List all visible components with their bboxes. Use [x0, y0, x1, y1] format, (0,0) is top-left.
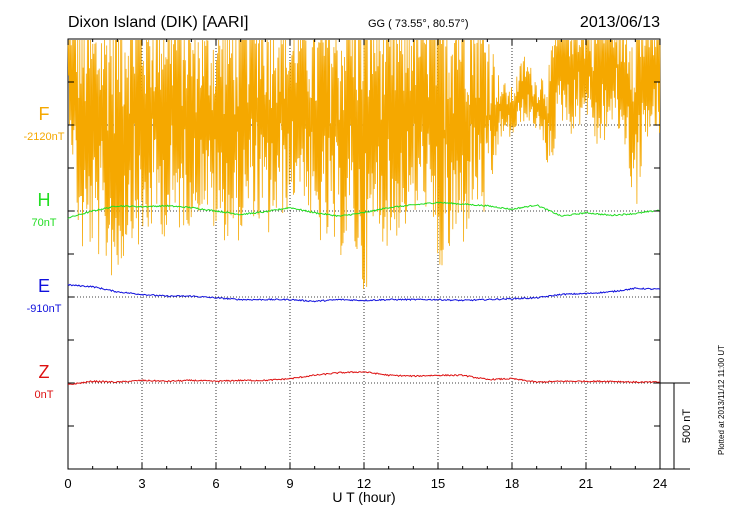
axis-ticks: 0 3 6 9 12 15 18 21 24	[64, 39, 667, 491]
x-tick-label: 12	[357, 476, 371, 491]
x-tick-label: 0	[64, 476, 71, 491]
chart-title: Dixon Island (DIK) [AARI]	[68, 14, 249, 31]
scale-bar-label: 500 nT	[681, 409, 693, 444]
date-label: 2013/06/13	[580, 14, 660, 31]
x-axis-label: U T (hour)	[332, 489, 395, 505]
baseline-label-f: -2120nT	[24, 131, 65, 143]
series-line-z	[67, 371, 661, 385]
component-letter-f: F	[39, 104, 50, 124]
baseline-label-z: 0nT	[35, 389, 54, 401]
baseline-label-h: 70nT	[31, 217, 56, 229]
coordinates-label: GG ( 73.55°, 80.57°)	[368, 18, 469, 30]
component-labels: F -2120nT H 70nT E -910nT Z 0nT	[24, 104, 65, 401]
scale-bar: 500 nT	[660, 382, 693, 470]
plotted-timestamp: Plotted at 2013/11/12 11:00 UT	[717, 345, 726, 455]
series-line-h	[67, 201, 661, 219]
component-letter-e: E	[38, 276, 50, 296]
component-letter-h: H	[38, 190, 51, 210]
series-layer	[67, 39, 661, 385]
x-tick-label: 3	[138, 476, 145, 491]
x-tick-label: 18	[505, 476, 519, 491]
x-tick-label: 6	[212, 476, 219, 491]
x-tick-label: 9	[286, 476, 293, 491]
x-tick-label: 15	[431, 476, 445, 491]
component-letter-z: Z	[39, 362, 50, 382]
series-line-e	[67, 283, 661, 303]
x-tick-label: 24	[653, 476, 667, 491]
series-line-f	[67, 39, 661, 289]
x-tick-label: 21	[579, 476, 593, 491]
baseline-label-e: -910nT	[27, 303, 62, 315]
